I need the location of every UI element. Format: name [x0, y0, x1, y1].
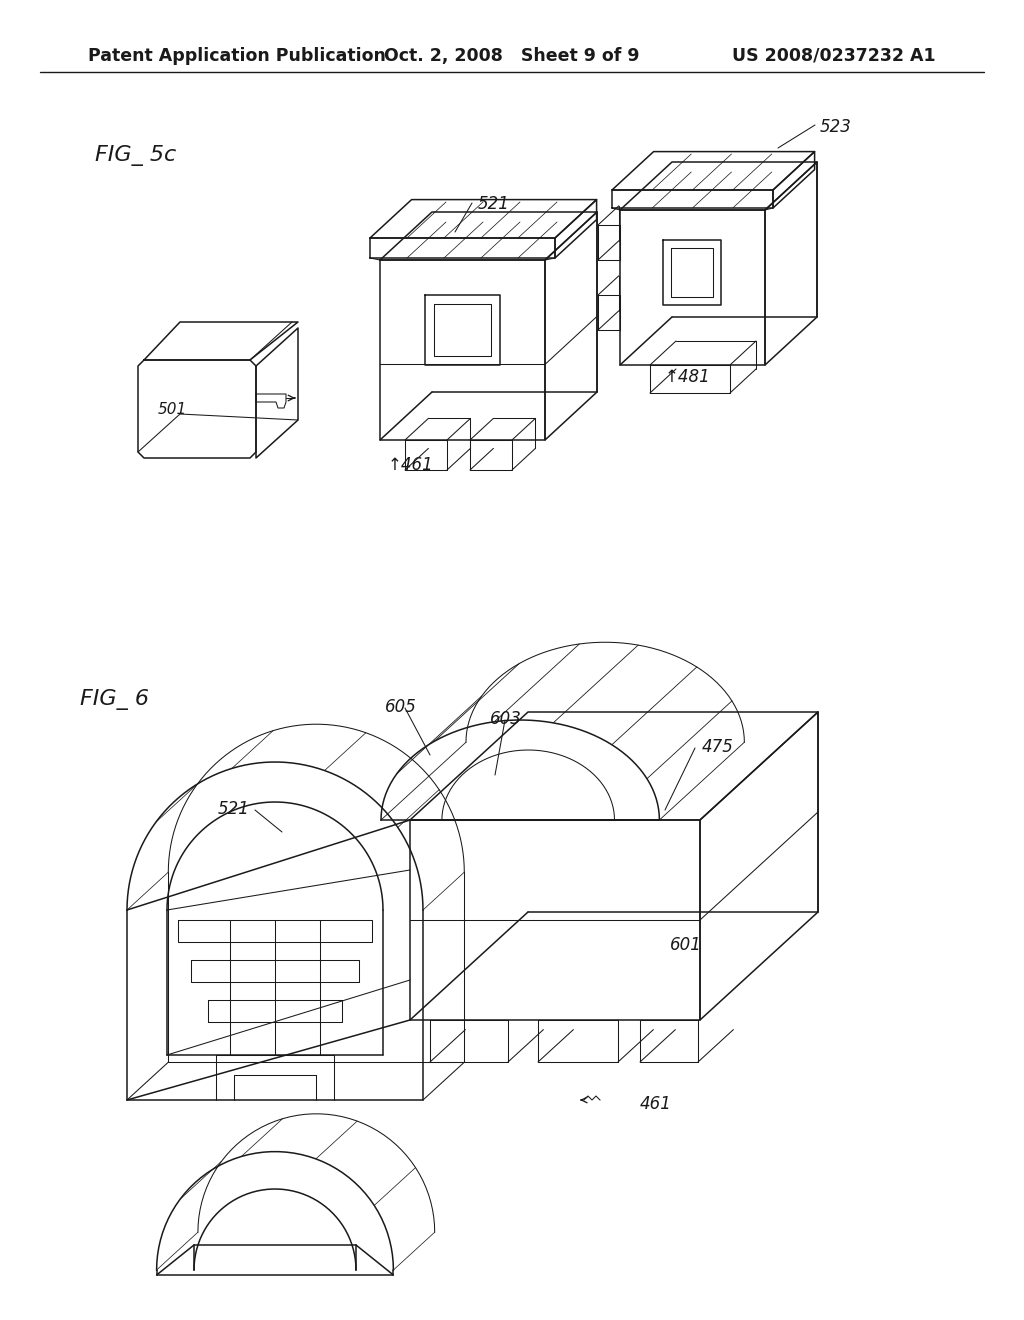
Text: ↑481: ↑481 [665, 368, 711, 385]
Text: 601: 601 [670, 936, 701, 954]
Text: Patent Application Publication: Patent Application Publication [88, 48, 386, 65]
Text: FIG_ 5c: FIG_ 5c [95, 144, 176, 165]
Text: ↑461: ↑461 [388, 455, 434, 474]
Text: FIG_ 6: FIG_ 6 [80, 689, 150, 710]
Text: Oct. 2, 2008   Sheet 9 of 9: Oct. 2, 2008 Sheet 9 of 9 [384, 48, 640, 65]
Text: 461: 461 [640, 1096, 672, 1113]
Text: 521: 521 [478, 195, 510, 213]
Text: 605: 605 [385, 698, 417, 715]
Text: 603: 603 [490, 710, 522, 729]
Text: 523: 523 [820, 117, 852, 136]
Text: 501: 501 [158, 403, 187, 417]
Text: US 2008/0237232 A1: US 2008/0237232 A1 [732, 48, 936, 65]
Text: 521: 521 [218, 800, 250, 818]
Text: 475: 475 [702, 738, 734, 756]
